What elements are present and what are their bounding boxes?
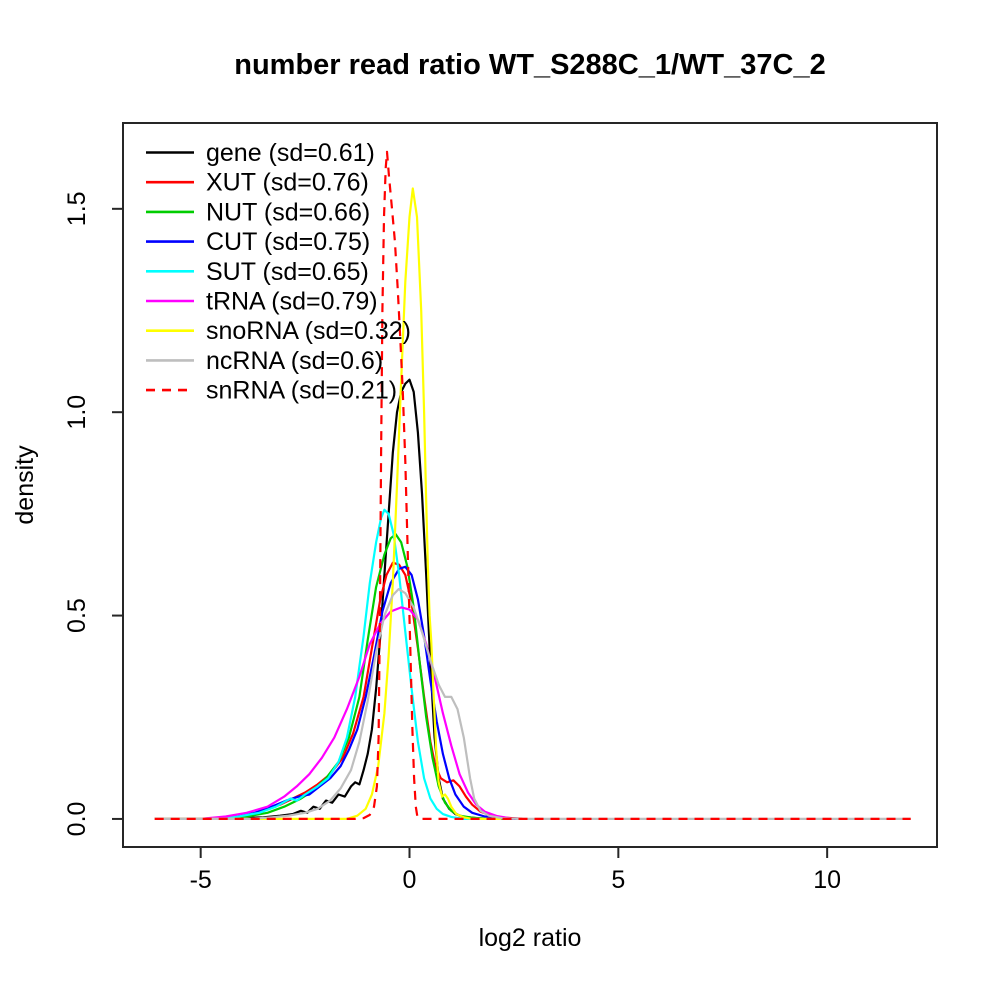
x-tick-label: -5 (190, 866, 212, 894)
density-curve-SUT (154, 508, 493, 821)
legend-label-SUT: SUT (sd=0.65) (206, 258, 369, 286)
legend-label-NUT: NUT (sd=0.66) (206, 198, 370, 226)
x-tick-label: 5 (611, 866, 625, 894)
legend-item-XUT: XUT (sd=0.76) (146, 169, 369, 197)
legend-label-snRNA: snRNA (sd=0.21) (206, 377, 397, 405)
legend-item-gene: gene (sd=0.61) (146, 139, 375, 167)
legend: gene (sd=0.61)XUT (sd=0.76)NUT (sd=0.66)… (146, 139, 411, 405)
density-curve-ncRNA (154, 587, 911, 821)
y-tick-label: 0.0 (63, 802, 91, 837)
legend-label-snoRNA: snoRNA (sd=0.32) (206, 317, 411, 345)
y-axis-label: density (11, 445, 39, 525)
density-curve-snoRNA (154, 187, 502, 821)
axes-layer: -5 0 5 10 0.0 0.5 1.0 1.5 (63, 122, 938, 894)
legend-item-snoRNA: snoRNA (sd=0.32) (146, 317, 411, 345)
legend-label-ncRNA: ncRNA (sd=0.6) (206, 347, 383, 375)
y-tick-label: 1.5 (63, 191, 91, 226)
legend-item-ncRNA: ncRNA (sd=0.6) (146, 347, 383, 375)
density-curve-tRNA (154, 606, 515, 821)
legend-label-XUT: XUT (sd=0.76) (206, 169, 369, 197)
legend-label-CUT: CUT (sd=0.75) (206, 228, 370, 256)
x-tick-label: 10 (813, 866, 841, 894)
legend-item-tRNA: tRNA (sd=0.79) (146, 288, 378, 316)
chart-title: number read ratio WT_S288C_1/WT_37C_2 (234, 49, 825, 81)
curves-layer (154, 150, 911, 821)
density-curve-XUT (154, 561, 523, 821)
legend-label-gene: gene (sd=0.61) (206, 139, 375, 167)
x-axis-label: log2 ratio (479, 924, 582, 952)
legend-item-SUT: SUT (sd=0.65) (146, 258, 369, 286)
legend-item-CUT: CUT (sd=0.75) (146, 228, 370, 256)
legend-item-snRNA: snRNA (sd=0.21) (146, 377, 397, 405)
y-tick-label: 0.5 (63, 598, 91, 633)
y-tick-label: 1.0 (63, 395, 91, 430)
density-curve-gene (154, 378, 519, 821)
legend-label-tRNA: tRNA (sd=0.79) (206, 288, 378, 316)
x-tick-label: 0 (403, 866, 417, 894)
plot-box (122, 122, 938, 848)
legend-item-NUT: NUT (sd=0.66) (146, 198, 370, 226)
